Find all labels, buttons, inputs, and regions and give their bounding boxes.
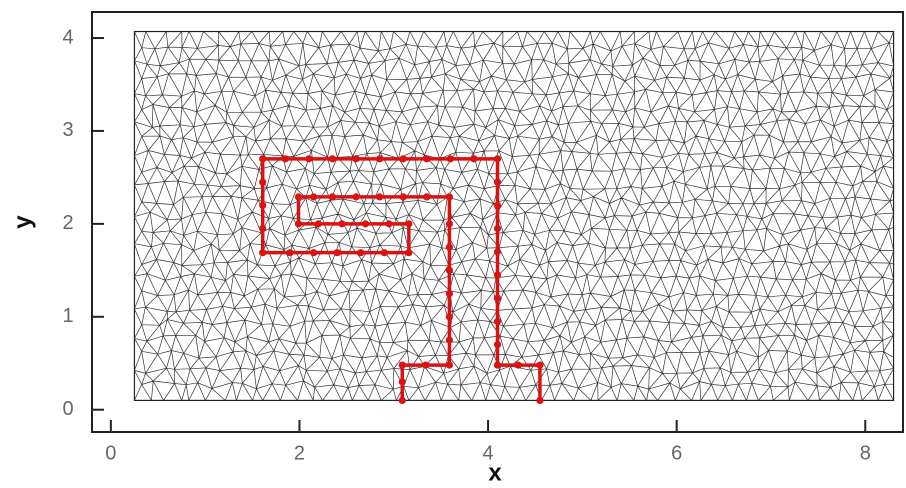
curve-point [445,313,454,321]
curve-point [514,361,522,369]
curve-point [310,249,318,257]
curve-point [536,396,544,405]
curve-point [338,220,346,228]
curve-point [376,193,384,201]
curve-point [286,249,294,257]
curve-point [259,224,267,233]
curve-point [493,155,502,163]
curve-point [385,220,393,228]
curve-point [399,155,407,163]
curve [260,157,542,401]
curve-point [328,193,337,201]
curve-point [493,361,502,369]
x-tick-label: 8 [860,442,871,464]
curve-point [405,220,413,228]
curve-point [357,249,365,257]
x-axis-label: x [488,459,502,486]
mesh-edges [134,31,894,401]
plot-frame [91,11,904,433]
curve-point [422,361,430,369]
curve-point [445,243,454,251]
curve-point [259,178,267,186]
curve-point [398,378,406,386]
curve-point [493,248,502,256]
curve-point [493,201,502,209]
curve-point [445,220,454,228]
x-tick-label: 6 [671,442,682,464]
curve-point [305,155,313,163]
curve-point [380,249,388,257]
y-tick-label: 0 [62,398,73,420]
y-tick-label: 3 [62,119,73,141]
curve-point [493,294,502,302]
x-tick-label: 2 [294,442,305,464]
y-tick-label: 1 [62,305,73,327]
curve-point [398,396,406,405]
y-axis-label: y [9,215,36,229]
curve-point [352,155,360,163]
curve-point [445,336,454,344]
curve-point [423,193,431,201]
curve-point [493,271,502,279]
curve-point [493,317,502,326]
x-tick-label: 0 [105,442,116,464]
curve-point [310,193,318,201]
curve-point [398,361,406,369]
curve-point [259,201,267,209]
y-tick-label: 4 [62,26,73,48]
curve-point [361,220,370,228]
curve-point [536,361,544,369]
curve-point [259,249,267,257]
curve-point [314,220,322,228]
curve-point [294,193,303,201]
curve-point [445,266,454,274]
curve-point [328,155,337,163]
mesh-boundary [133,30,895,402]
curve-point [445,289,454,298]
curve-point [399,193,407,201]
curve-point [423,155,431,163]
curve-point [294,220,303,228]
curve-point [445,193,454,201]
curve-point [259,155,267,163]
curve-point [493,341,502,349]
curve-point [445,361,454,369]
y-tick-label: 2 [62,212,73,234]
curve-point [446,155,454,163]
x-tick-label: 4 [483,442,494,464]
curve-point [405,249,413,257]
curve-point [493,224,502,233]
curve-point [376,155,384,163]
curve-point [281,155,289,163]
curve-point [333,249,341,257]
curve-point [352,193,360,201]
curve-point [493,178,502,186]
curve-point [470,155,478,163]
